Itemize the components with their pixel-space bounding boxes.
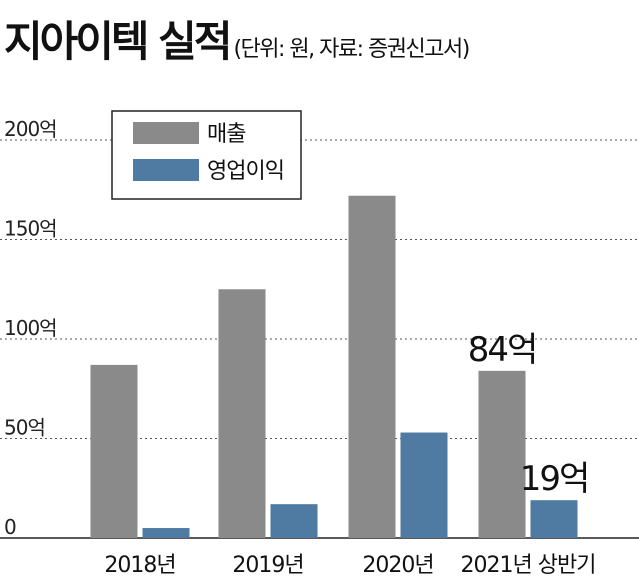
legend-swatch-operating-profit <box>133 159 199 181</box>
bar-revenue-2 <box>348 195 396 538</box>
labels-layer: 2018년 2019년 2020년 2021년 상반기 84억 19억 <box>104 330 596 578</box>
y-tick-label: 200억 <box>4 117 57 141</box>
bar-operating-profit-1 <box>270 504 318 538</box>
x-tick-label: 2021년 상반기 <box>461 553 596 578</box>
y-tick-label: 0 <box>4 515 16 539</box>
y-tick-label: 50억 <box>4 416 45 440</box>
legend-label-revenue: 매출 <box>207 122 246 147</box>
bar-operating-profit-0 <box>142 528 190 538</box>
legend: 매출 영업이익 <box>111 110 302 200</box>
bar-revenue-3 <box>478 370 526 538</box>
legend-swatch-revenue <box>133 122 199 144</box>
bar-operating-profit-2 <box>400 432 448 538</box>
bars-layer <box>90 195 578 538</box>
chart-subtitle: (단위: 원, 자료: 증권신고서) <box>233 37 470 62</box>
bar-revenue-1 <box>218 289 266 538</box>
bar-revenue-0 <box>90 364 138 538</box>
x-tick-label: 2019년 <box>232 553 303 578</box>
data-label-operating-profit: 19억 <box>520 459 589 499</box>
x-tick-label: 2018년 <box>104 553 175 578</box>
y-tick-label: 100억 <box>4 316 57 340</box>
data-label-revenue: 84억 <box>468 330 537 370</box>
y-tick-label: 150억 <box>4 217 57 241</box>
title-row: 지아이텍 실적 (단위: 원, 자료: 증권신고서) <box>4 8 470 69</box>
chart-title: 지아이텍 실적 <box>4 17 232 66</box>
x-tick-label: 2020년 <box>362 553 433 578</box>
bar-operating-profit-3 <box>530 500 578 538</box>
legend-label-operating-profit: 영업이익 <box>207 159 284 184</box>
